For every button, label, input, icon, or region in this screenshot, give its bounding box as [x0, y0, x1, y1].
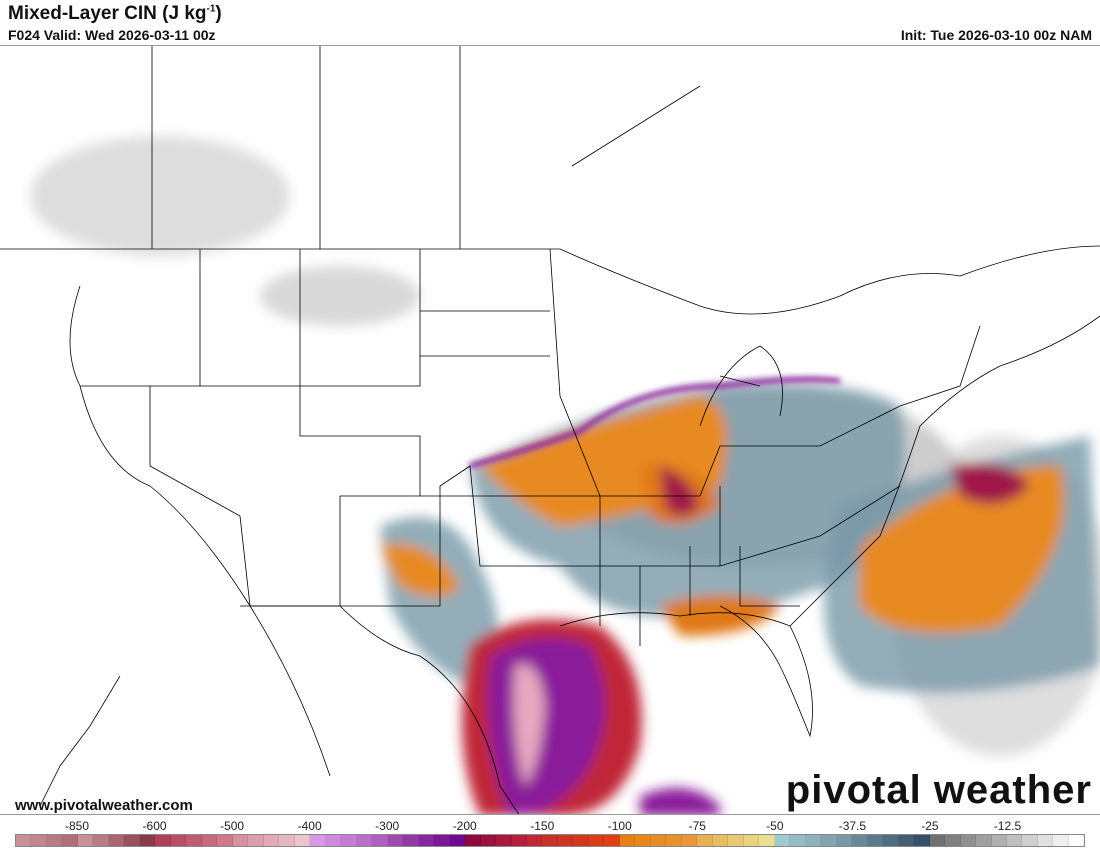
- map-canvas: [0, 46, 1100, 814]
- colorbar-cell: [712, 835, 729, 846]
- colorbar-tick-label: -75: [688, 819, 706, 833]
- colorbar-cell: [743, 835, 760, 846]
- colorbar-cell: [449, 835, 466, 846]
- colorbar-cell: [604, 835, 620, 846]
- colorbar-cell: [790, 835, 806, 846]
- colorbar-cell: [77, 835, 94, 846]
- title-superscript: -1: [206, 3, 216, 15]
- colorbar-cell: [232, 835, 249, 846]
- colorbar-cell: [619, 835, 636, 846]
- colorbar-cell: [108, 835, 125, 846]
- colorbar-cell: [929, 835, 946, 846]
- title-end: ): [215, 3, 222, 24]
- colorbar-cell: [387, 835, 404, 846]
- colorbar-tick-label: -37.5: [838, 819, 867, 833]
- colorbar-cell: [31, 835, 47, 846]
- colorbar-cell: [403, 835, 419, 846]
- colorbar-cell: [1037, 835, 1054, 846]
- colorbar-cell: [186, 835, 202, 846]
- colorbar-cell: [960, 835, 977, 846]
- colorbar: [15, 834, 1085, 847]
- boundaries: [0, 46, 1100, 814]
- title-text: Mixed-Layer CIN (J kg: [8, 3, 207, 24]
- website-label: www.pivotalweather.com: [15, 797, 193, 814]
- colorbar-cell: [542, 835, 558, 846]
- colorbar-cell: [666, 835, 682, 846]
- colorbar-cell: [155, 835, 171, 846]
- colorbar-cell: [883, 835, 899, 846]
- colorbar-cell: [201, 835, 218, 846]
- valid-time: F024 Valid: Wed 2026-03-11 00z: [8, 27, 216, 43]
- colorbar-cell: [635, 835, 651, 846]
- colorbar-cell: [248, 835, 264, 846]
- colorbar-cell: [774, 835, 791, 846]
- colorbar-tick-label: -850: [65, 819, 90, 833]
- colorbar-cell: [867, 835, 884, 846]
- colorbar-cell: [480, 835, 497, 846]
- colorbar-cell: [465, 835, 481, 846]
- colorbar-cell: [434, 835, 450, 846]
- colorbar-cell: [650, 835, 667, 846]
- colorbar-cell: [852, 835, 868, 846]
- colorbar-cell: [356, 835, 373, 846]
- colorbar-cell: [62, 835, 78, 846]
- pivotal-weather-logo: pivotal weather: [785, 768, 1092, 812]
- colorbar-cell: [914, 835, 930, 846]
- colorbar-tick-label: -200: [452, 819, 477, 833]
- weather-map[interactable]: [0, 45, 1100, 815]
- colorbar-cell: [557, 835, 574, 846]
- colorbar-cell: [124, 835, 140, 846]
- colorbar-cell: [496, 835, 512, 846]
- colorbar-cell: [991, 835, 1007, 846]
- colorbar-cell: [93, 835, 109, 846]
- cin-field: [30, 136, 1100, 814]
- colorbar-cell: [294, 835, 311, 846]
- colorbar-tick-label: -25: [921, 819, 939, 833]
- colorbar-cell: [325, 835, 342, 846]
- colorbar-cell: [945, 835, 961, 846]
- colorbar-cell: [16, 835, 32, 846]
- colorbar-cell: [279, 835, 295, 846]
- colorbar-tick-label: -300: [375, 819, 400, 833]
- colorbar-cell: [1053, 835, 1069, 846]
- colorbar-cell: [217, 835, 233, 846]
- colorbar-cell: [170, 835, 187, 846]
- colorbar-cell: [588, 835, 605, 846]
- colorbar-cell: [821, 835, 837, 846]
- colorbar-cell: [526, 835, 543, 846]
- colorbar-tick-label: -500: [220, 819, 245, 833]
- colorbar-cell: [1022, 835, 1038, 846]
- colorbar-cell: [310, 835, 326, 846]
- colorbar-cell: [697, 835, 713, 846]
- colorbar-tick-label: -100: [607, 819, 632, 833]
- colorbar-cell: [573, 835, 589, 846]
- colorbar-cell: [681, 835, 698, 846]
- colorbar-cell: [263, 835, 280, 846]
- colorbar-cell: [976, 835, 992, 846]
- colorbar-cell: [1007, 835, 1023, 846]
- colorbar-tick-label: -400: [297, 819, 322, 833]
- colorbar-tick-label: -12.5: [993, 819, 1022, 833]
- colorbar-cell: [805, 835, 822, 846]
- init-time: Init: Tue 2026-03-10 00z NAM: [900, 27, 1092, 43]
- colorbar-cell: [728, 835, 744, 846]
- colorbar-cell: [1068, 835, 1085, 846]
- colorbar-cell: [341, 835, 357, 846]
- colorbar-cell: [898, 835, 915, 846]
- colorbar-cell: [418, 835, 435, 846]
- colorbar-cell: [759, 835, 775, 846]
- colorbar-tick-label: -150: [530, 819, 555, 833]
- colorbar-tick-label: -600: [142, 819, 167, 833]
- colorbar-cell: [372, 835, 388, 846]
- colorbar-cell: [139, 835, 156, 846]
- colorbar-cell: [511, 835, 527, 846]
- colorbar-cell: [836, 835, 853, 846]
- purple-front: [469, 376, 841, 469]
- colorbar-cell: [46, 835, 63, 846]
- colorbar-tick-label: -50: [766, 819, 784, 833]
- map-title: Mixed-Layer CIN (J kg-1): [8, 3, 222, 25]
